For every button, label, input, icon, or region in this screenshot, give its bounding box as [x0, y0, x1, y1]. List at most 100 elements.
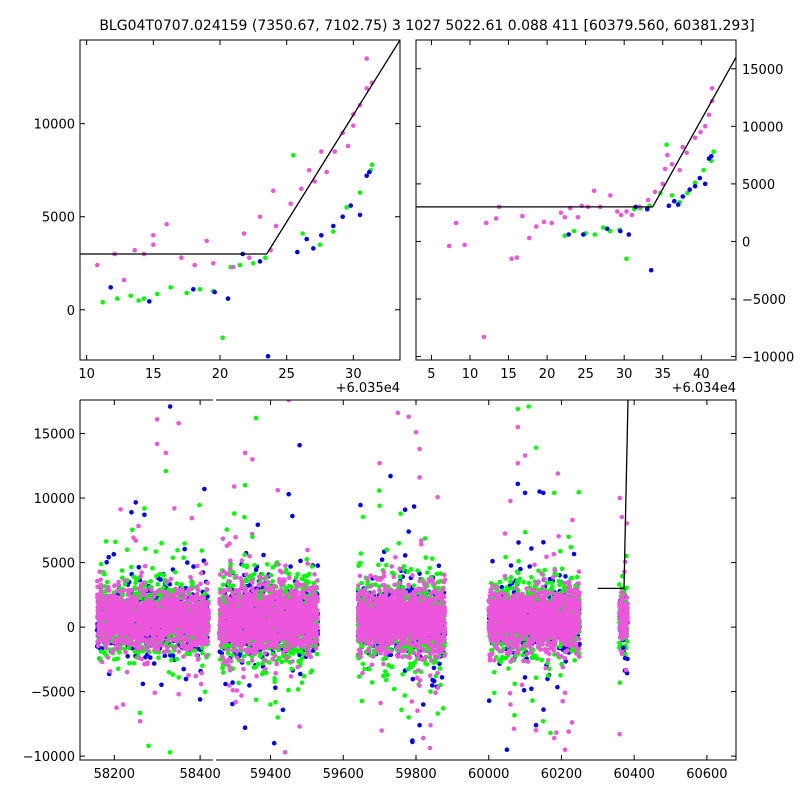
magenta-point — [534, 224, 539, 229]
magenta-point — [709, 86, 715, 91]
green-point — [601, 225, 606, 230]
magenta-point — [105, 596, 111, 602]
magenta-point — [107, 669, 113, 674]
x-offset-label: +6.035e4 — [336, 381, 400, 396]
green-point — [571, 228, 577, 234]
magenta-point — [139, 611, 144, 617]
green-point — [295, 687, 301, 692]
magenta-point — [310, 772, 315, 777]
magenta-point — [138, 574, 143, 579]
magenta-point — [121, 277, 127, 283]
green-point — [181, 555, 186, 561]
green-point — [685, 190, 690, 196]
magenta-point — [95, 578, 100, 584]
magenta-point — [171, 592, 177, 597]
magenta-point — [172, 646, 177, 651]
magenta-point — [203, 635, 209, 641]
y-tick-label: −10000 — [742, 351, 794, 366]
magenta-point — [194, 616, 199, 621]
green-point — [184, 290, 189, 296]
blue-point — [247, 683, 252, 688]
magenta-point — [109, 649, 115, 655]
y-tick-label: 15000 — [742, 63, 783, 78]
magenta-point — [312, 179, 318, 184]
magenta-point — [105, 655, 111, 660]
magenta-point — [116, 617, 121, 623]
blue-point — [364, 173, 370, 179]
magenta-point — [189, 515, 195, 521]
magenta-point — [142, 625, 147, 630]
magenta-point — [181, 636, 187, 641]
magenta-point — [122, 578, 127, 583]
green-point — [112, 657, 117, 662]
green-point — [273, 699, 278, 705]
green-point — [286, 687, 291, 693]
green-point — [115, 666, 121, 672]
axes-frame — [415, 39, 737, 361]
magenta-point — [308, 654, 314, 659]
magenta-point — [260, 592, 266, 598]
magenta-point — [145, 648, 151, 653]
blue-point — [581, 232, 586, 237]
magenta-point — [95, 632, 101, 638]
green-point — [279, 659, 285, 665]
magenta-point — [120, 702, 126, 707]
green-point — [103, 539, 109, 544]
magenta-point — [121, 621, 126, 627]
magenta-point — [165, 609, 171, 615]
blue-point — [298, 558, 303, 564]
magenta-point — [135, 643, 140, 648]
blue-point — [295, 249, 300, 255]
magenta-point — [202, 611, 208, 617]
blue-point — [183, 676, 189, 682]
blue-point — [265, 354, 271, 359]
blue-point — [687, 187, 692, 192]
magenta-point — [139, 632, 145, 637]
magenta-point — [257, 574, 262, 580]
magenta-point — [274, 661, 280, 667]
magenta-point — [591, 188, 597, 194]
magenta-point — [95, 584, 100, 590]
green-point — [102, 572, 107, 577]
green-point — [251, 261, 256, 266]
plot-area — [80, 40, 400, 359]
magenta-point — [255, 588, 260, 593]
green-point — [182, 541, 187, 546]
magenta-point — [137, 655, 142, 661]
magenta-point — [165, 590, 170, 595]
magenta-point — [483, 220, 489, 226]
blue-point — [319, 233, 324, 238]
green-point — [357, 190, 363, 195]
green-point — [130, 527, 135, 532]
green-point — [252, 562, 257, 568]
magenta-point — [131, 635, 136, 641]
blue-point — [626, 232, 632, 237]
green-point — [141, 296, 147, 301]
blue-point — [212, 289, 217, 295]
x-tick-label: 35 — [654, 367, 671, 382]
magenta-point — [684, 150, 689, 156]
magenta-point — [257, 214, 263, 219]
x-tick-label: 30 — [345, 367, 362, 382]
magenta-point — [188, 602, 194, 608]
magenta-point — [201, 595, 206, 600]
magenta-point — [97, 569, 102, 574]
magenta-point — [146, 625, 151, 630]
blue-point — [170, 653, 176, 658]
magenta-point — [153, 625, 159, 630]
blue-point — [133, 500, 138, 505]
magenta-point — [98, 612, 104, 617]
blue-point — [709, 154, 714, 159]
magenta-point — [129, 594, 134, 599]
magenta-point — [112, 629, 117, 635]
magenta-point — [169, 597, 174, 602]
magenta-point — [702, 124, 708, 129]
model-curve — [80, 40, 400, 255]
green-point — [242, 514, 247, 520]
blue-point — [162, 653, 168, 658]
magenta-point — [307, 167, 312, 173]
green-point — [200, 650, 205, 656]
green-point — [237, 262, 243, 268]
magenta-point — [165, 637, 170, 643]
magenta-point — [706, 112, 712, 118]
